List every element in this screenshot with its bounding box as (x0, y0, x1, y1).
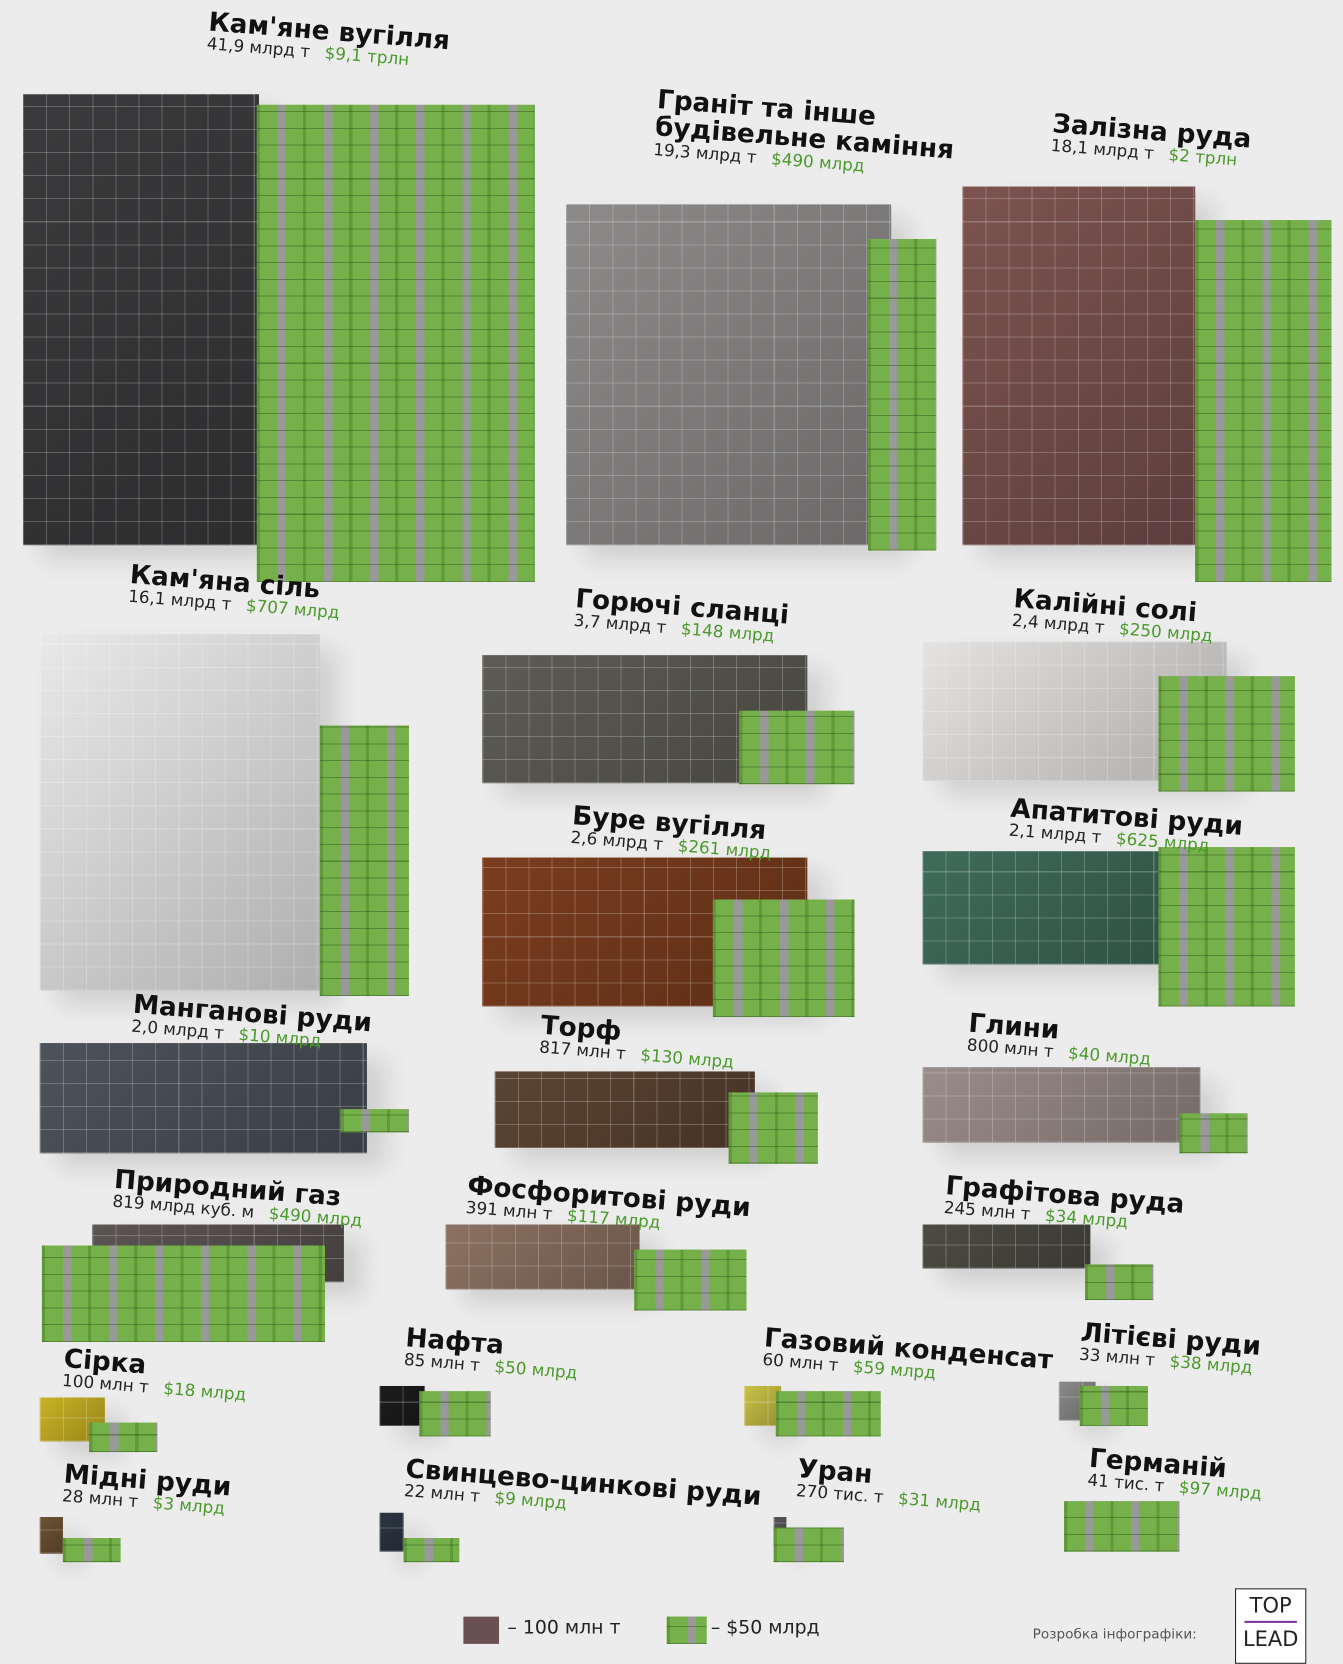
logo: TOP LEAD (1235, 1588, 1307, 1664)
material-block (494, 1071, 755, 1148)
material-block (922, 1067, 1201, 1143)
material-block (39, 1517, 63, 1554)
item-title: Свинцево-цинкові руди 22 млн т $9 млрд (403, 1453, 762, 1528)
material-block (962, 186, 1196, 546)
money-stack (1179, 1113, 1248, 1154)
money-stack (739, 710, 855, 785)
money-stack (775, 1391, 881, 1437)
item-title: Сірка 100 млн т $18 млрд (61, 1343, 248, 1405)
material-block (379, 1512, 404, 1552)
item-title: Буре вугілля 2,6 млрд т $261 млрд (570, 800, 774, 863)
item-title: Калійні солі 2,4 млрд т $250 млрд (1011, 583, 1215, 646)
material-block (379, 1385, 425, 1426)
material-block (922, 851, 1164, 965)
item-title: Глини 800 млн т $40 млрд (966, 1008, 1153, 1070)
item-title: Германій 41 тис. т $97 млрд (1087, 1443, 1265, 1504)
item-title: Газовий конденсат 60 млн т $59 млрд (762, 1322, 1054, 1392)
material-block (566, 204, 892, 546)
money-stack (403, 1538, 460, 1563)
money-stack (319, 725, 409, 996)
money-stack (1158, 847, 1295, 1007)
money-stack (340, 1109, 409, 1133)
legend-material: – 100 млн т (507, 1616, 621, 1639)
logo-top: TOP (1249, 1592, 1292, 1618)
item-title: Торф 817 млн т $130 млрд (538, 1010, 736, 1073)
material-block (445, 1224, 640, 1290)
material-block (39, 634, 320, 991)
material-block (23, 94, 259, 546)
money-stack (89, 1422, 158, 1453)
item-title: Мідні руди 28 млн т $3 млрд (61, 1458, 232, 1519)
item-title: Кам'яне вугілля 41,9 млрд т $9,1 трлн (206, 6, 451, 72)
money-stack (868, 239, 937, 551)
material-block (922, 1224, 1091, 1269)
item-value: $9 млрд (493, 1487, 568, 1514)
item-title: Літієві руди 33 млн т $38 млрд (1078, 1317, 1262, 1378)
legend-money: – $50 млрд (710, 1616, 820, 1639)
material-block (39, 1043, 367, 1154)
item-title: Природний газ 819 млрд куб. м $490 млрд (112, 1164, 365, 1231)
item-title: Нафта 85 млн т $50 млрд (403, 1322, 580, 1383)
legend-money-icon (666, 1616, 707, 1644)
credit: Розробка інфографіки: (1032, 1627, 1197, 1643)
money-stack (1064, 1501, 1180, 1552)
money-stack (1079, 1385, 1148, 1426)
money-stack (1195, 220, 1332, 582)
money-stack (634, 1249, 747, 1311)
material-block (744, 1385, 782, 1426)
money-stack (41, 1245, 326, 1342)
item-title: Залізна руда 18,1 млрд т $2 трлн (1050, 108, 1252, 171)
money-stack (1085, 1264, 1154, 1301)
money-stack (419, 1391, 491, 1437)
money-stack (256, 104, 535, 582)
money-stack (1158, 676, 1295, 792)
legend-material-icon (463, 1616, 500, 1644)
money-stack (712, 899, 855, 1017)
item-title: Апатитові руди 2,1 млрд т $625 млрд (1008, 793, 1244, 858)
item-title: Горючі сланці 3,7 млрд т $148 млрд (573, 583, 790, 647)
item-value: $2 трлн (1167, 144, 1238, 170)
money-stack (62, 1538, 121, 1563)
material-block (482, 857, 808, 1007)
logo-divider (1244, 1620, 1297, 1623)
logo-bottom: LEAD (1242, 1626, 1299, 1652)
item-title: Граніт та інше будівельне каміння 19,3 мл… (653, 84, 972, 183)
money-stack (773, 1527, 844, 1563)
item-title: Уран 270 тис. т $31 млрд (795, 1453, 983, 1515)
item-value: $3 млрд (151, 1492, 226, 1519)
money-stack (728, 1092, 818, 1164)
